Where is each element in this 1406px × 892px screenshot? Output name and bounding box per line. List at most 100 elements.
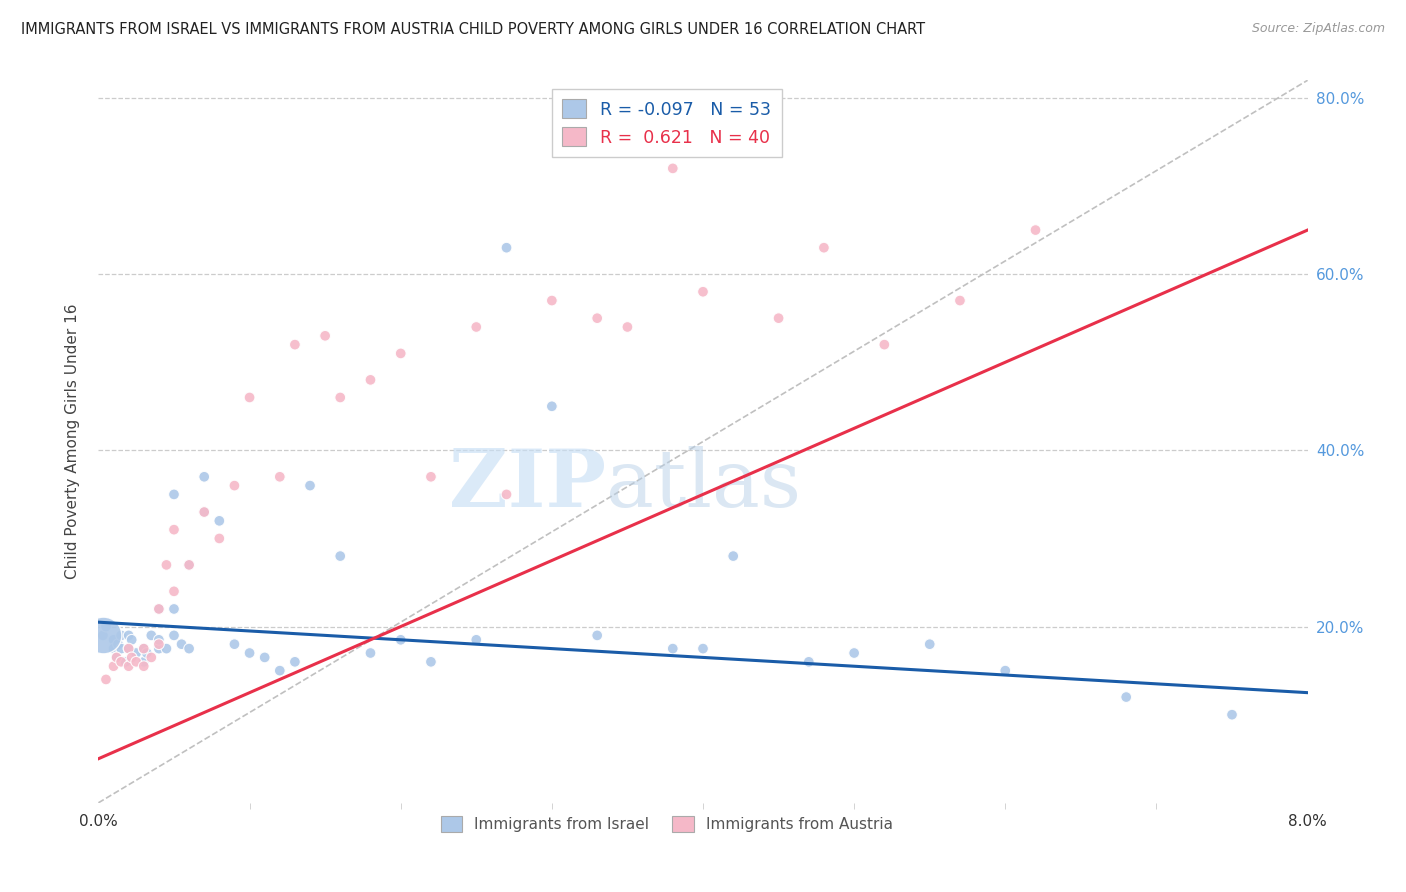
Point (239, 646, 262, 660)
Point (94, 619, 117, 633)
Point (269, 470, 291, 484)
Point (360, 646, 382, 660)
Point (110, 641, 132, 656)
Point (873, 337, 896, 351)
Point (179, 641, 201, 656)
Point (299, 478, 322, 492)
Point (389, 346, 412, 360)
Point (163, 487, 186, 501)
Point (360, 373, 382, 387)
Point (179, 558, 201, 572)
Y-axis label: Child Poverty Among Girls Under 16: Child Poverty Among Girls Under 16 (65, 304, 80, 579)
Point (329, 391, 352, 405)
Point (148, 632, 170, 647)
Point (224, 478, 246, 492)
Point (121, 632, 143, 647)
Point (495, 487, 517, 501)
Point (163, 602, 186, 616)
Point (118, 628, 141, 642)
Point (844, 646, 866, 660)
Point (94, 673, 117, 687)
Point (125, 655, 148, 669)
Point (284, 337, 307, 351)
Point (540, 399, 562, 413)
Point (148, 602, 170, 616)
Point (118, 641, 141, 656)
Point (616, 320, 638, 334)
Point (661, 161, 683, 176)
Point (148, 602, 170, 616)
Point (389, 632, 412, 647)
Point (103, 641, 125, 656)
Point (918, 637, 941, 651)
Point (1115, 690, 1137, 704)
Point (170, 637, 193, 651)
Point (193, 470, 215, 484)
Point (179, 558, 201, 572)
Point (1025, 223, 1047, 237)
Point (148, 641, 170, 656)
Point (284, 655, 307, 669)
Point (121, 650, 143, 665)
Point (1220, 707, 1243, 722)
Point (193, 505, 215, 519)
Point (132, 659, 155, 673)
Point (105, 650, 128, 665)
Point (132, 655, 155, 669)
Point (420, 470, 443, 484)
Point (107, 637, 129, 651)
Point (692, 285, 714, 299)
Point (132, 641, 155, 656)
Point (141, 650, 163, 665)
Point (465, 632, 488, 647)
Point (420, 655, 443, 669)
Text: IMMIGRANTS FROM ISRAEL VS IMMIGRANTS FROM AUSTRIA CHILD POVERTY AMONG GIRLS UNDE: IMMIGRANTS FROM ISRAEL VS IMMIGRANTS FRO… (21, 22, 925, 37)
Point (797, 655, 820, 669)
Point (253, 650, 276, 665)
Point (105, 650, 128, 665)
Text: Source: ZipAtlas.com: Source: ZipAtlas.com (1251, 22, 1385, 36)
Point (994, 664, 1017, 678)
Legend: Immigrants from Israel, Immigrants from Austria: Immigrants from Israel, Immigrants from … (434, 810, 898, 838)
Point (329, 549, 352, 563)
Point (125, 646, 148, 660)
Point (141, 628, 163, 642)
Point (110, 628, 132, 642)
Point (103, 632, 125, 647)
Point (314, 328, 336, 343)
Point (813, 241, 835, 255)
Point (949, 293, 972, 308)
Point (465, 320, 488, 334)
Point (155, 558, 177, 572)
Point (540, 293, 562, 308)
Point (163, 523, 186, 537)
Point (148, 637, 170, 651)
Point (91, 628, 114, 642)
Point (768, 311, 790, 326)
Point (692, 641, 714, 656)
Point (723, 549, 745, 563)
Text: ZIP: ZIP (450, 446, 606, 524)
Point (661, 641, 683, 656)
Point (586, 628, 609, 642)
Point (132, 641, 155, 656)
Text: atlas: atlas (606, 446, 801, 524)
Point (110, 655, 132, 669)
Point (163, 584, 186, 599)
Point (269, 664, 291, 678)
Point (495, 241, 517, 255)
Point (118, 659, 141, 673)
Point (118, 641, 141, 656)
Point (155, 641, 177, 656)
Point (208, 532, 231, 546)
Point (103, 659, 125, 673)
Point (114, 655, 136, 669)
Point (91, 628, 114, 642)
Point (224, 637, 246, 651)
Point (586, 311, 609, 326)
Point (193, 505, 215, 519)
Point (135, 646, 157, 660)
Point (239, 391, 262, 405)
Point (163, 628, 186, 642)
Point (208, 514, 231, 528)
